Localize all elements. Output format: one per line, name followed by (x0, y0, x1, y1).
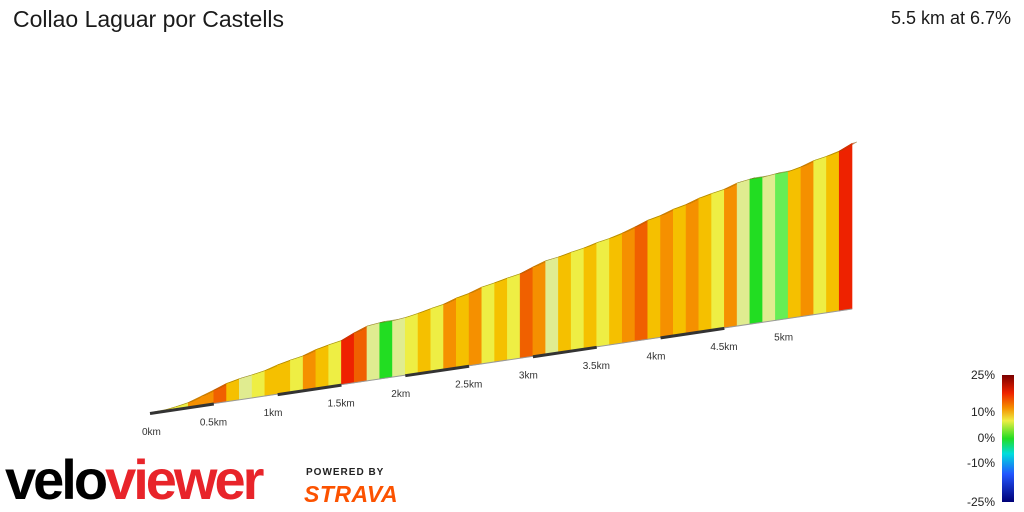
profile-segment (826, 150, 840, 314)
profile-segment (736, 178, 751, 327)
profile-segment (634, 219, 649, 342)
profile-segment (379, 320, 393, 380)
profile-segment (711, 188, 725, 331)
profile-segment (685, 197, 700, 334)
profile-segment (366, 322, 381, 382)
profile-baseline (149, 308, 853, 414)
x-tick-label: 0.5km (200, 418, 227, 429)
climb-summary: 5.5 km at 6.7% (890, 8, 1011, 28)
page-title: Collao Laguar por Castells (13, 6, 285, 32)
profile-segment (417, 308, 432, 374)
profile-segment (430, 303, 444, 372)
profile-segment (277, 359, 291, 395)
profile-segment (328, 340, 342, 387)
scale-bar-segment (660, 326, 725, 340)
profile-segment (532, 260, 546, 357)
profile-segment (621, 226, 636, 344)
legend-label-minus-10: -10% (966, 456, 995, 470)
legend-label-minus-25: -25% (966, 495, 995, 509)
profile-segment (290, 355, 304, 393)
profile-segment (226, 378, 240, 403)
profile-segment (583, 242, 598, 350)
logo-viewer: viewer (105, 448, 264, 511)
x-tick-label: 1.5km (327, 399, 354, 410)
logo-velo: velo (5, 448, 108, 511)
profile-segment (609, 232, 623, 346)
x-tick-label: 2km (391, 389, 410, 400)
veloviewer-logo: veloviewer (5, 448, 264, 511)
profile-segment (724, 182, 738, 329)
powered-by-label: POWERED BY (306, 467, 385, 478)
x-tick-label: 3km (519, 370, 538, 381)
x-tick-label: 5km (774, 332, 793, 343)
profile-segment (813, 155, 827, 316)
profile-segment (507, 273, 521, 361)
profile-segment (468, 286, 483, 367)
gradient-legend-bar (1002, 375, 1014, 502)
profile-segment (558, 251, 572, 353)
profile-segment-top (839, 141, 858, 152)
x-tick-label: 4km (647, 351, 666, 362)
profile-segment (775, 171, 789, 321)
profile-segment (456, 292, 470, 368)
scale-bar-segment (532, 345, 597, 359)
profile-segment (762, 173, 776, 323)
x-tick-label: 1km (264, 408, 283, 419)
legend-label-0: 0% (977, 431, 995, 445)
legend-label-25: 25% (970, 368, 995, 382)
profile-segment (660, 208, 674, 338)
profile-segment (213, 382, 227, 404)
profile-segment (545, 256, 559, 355)
profile-segment (787, 166, 802, 319)
x-tick-label: 4.5km (710, 342, 737, 353)
profile-segment (494, 277, 508, 363)
x-tick-label: 0km (142, 427, 161, 438)
profile-segment (353, 325, 368, 384)
profile-segment (239, 374, 253, 401)
profile-segment (698, 193, 712, 333)
profile-segment (570, 247, 585, 351)
scale-bar-segment (405, 364, 470, 378)
profile-segment (749, 176, 763, 325)
profile-segments (149, 141, 858, 414)
profile-segment (647, 215, 661, 340)
profile-segment (392, 317, 406, 378)
profile-segment (404, 312, 419, 376)
scale-bar-segment (277, 383, 342, 397)
profile-segment (302, 349, 317, 391)
profile-segment (673, 204, 687, 336)
strava-logo: STRAVA (304, 481, 399, 507)
distance-axis: 0km 0.5km 1km 1.5km 2km 2.5km 3km 3.5km 4km 4.5km… (142, 308, 853, 438)
x-tick-label: 2.5km (455, 380, 482, 391)
profile-segment (596, 237, 610, 348)
profile-segment (443, 297, 457, 370)
profile-segment (800, 160, 815, 317)
profile-segment (481, 282, 495, 365)
profile-segment (251, 370, 266, 399)
profile-segment (838, 142, 853, 312)
profile-segment (341, 332, 355, 385)
profile-segment (315, 344, 329, 389)
legend-label-10: 10% (970, 405, 995, 419)
x-tick-label: 3.5km (583, 361, 610, 372)
profile-segment (519, 266, 534, 359)
scale-bar-segment (149, 402, 215, 415)
